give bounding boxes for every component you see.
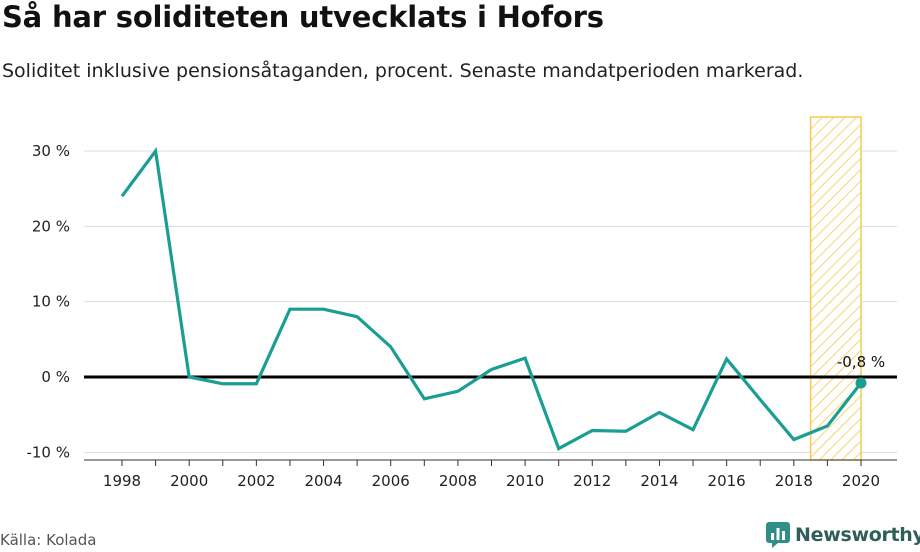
annotations: -0,8 % — [837, 353, 885, 371]
source-note: Källa: Kolada — [0, 531, 97, 549]
chart-subtitle: Soliditet inklusive pensionsåtaganden, p… — [2, 60, 804, 82]
series-line — [120, 146, 863, 451]
x-tick-label: 2020 — [842, 472, 880, 490]
x-tick-label: 2006 — [372, 472, 410, 490]
x-tick-label: 2018 — [775, 472, 813, 490]
x-tick-label: 2016 — [708, 472, 746, 490]
x-axis — [84, 459, 897, 466]
chart-title: Så har soliditeten utvecklats i Hofors — [2, 0, 604, 34]
brand-logo: Newsworthy — [766, 520, 920, 550]
brand-name: Newsworthy — [795, 524, 920, 546]
x-axis-ticks: 1998 2000 2002 2004 2006 2008 2010 2012 2014 2016… — [103, 472, 880, 490]
last-point-marker — [855, 377, 867, 389]
newsworthy-logo-icon — [766, 522, 790, 548]
x-tick-label: 2012 — [573, 472, 611, 490]
y-tick-label: 30 % — [32, 142, 70, 160]
x-tick-label: 2004 — [304, 472, 342, 490]
y-axis-ticks: 30 % 20 % 10 % 0 % -10 % — [26, 142, 70, 461]
highlight-region — [809, 116, 862, 461]
x-tick-label: 2002 — [237, 472, 275, 490]
x-tick-label: 2008 — [439, 472, 477, 490]
gridlines — [84, 150, 897, 453]
y-tick-label: -10 % — [26, 443, 70, 461]
mandate-period-highlight — [809, 116, 862, 461]
series — [120, 146, 867, 451]
last-value-label: -0,8 % — [837, 353, 885, 371]
x-tick-label: 2000 — [170, 472, 208, 490]
y-tick-label: 10 % — [32, 293, 70, 311]
x-tick-label: 2010 — [506, 472, 544, 490]
x-tick-label: 2014 — [640, 472, 678, 490]
y-tick-label: 20 % — [32, 217, 70, 235]
x-tick-label: 1998 — [103, 472, 141, 490]
y-tick-label: 0 % — [41, 368, 70, 386]
